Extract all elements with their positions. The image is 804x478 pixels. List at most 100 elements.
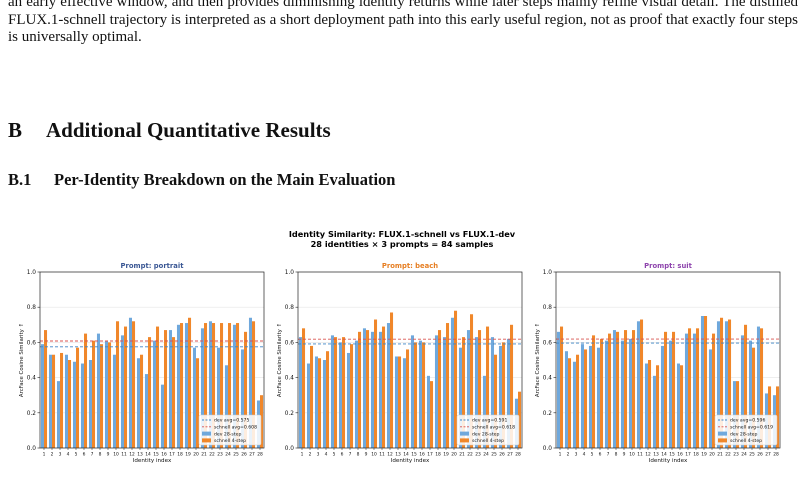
x-tick-label: 11: [121, 452, 127, 458]
bar-schnell-25: [494, 354, 498, 448]
bar-schnell-4: [584, 349, 588, 448]
bar-dev-23: [474, 337, 478, 448]
bar-dev-11: [378, 331, 382, 448]
bar-dev-16: [418, 340, 422, 448]
bar-dev-3: [56, 381, 60, 448]
bar-schnell-10: [116, 321, 120, 448]
bar-schnell-28: [260, 395, 264, 448]
bar-dev-24: [740, 335, 744, 448]
legend-label: dev 28-step: [472, 431, 499, 437]
x-tick-label: 28: [257, 452, 263, 458]
bar-dev-9: [620, 340, 624, 448]
bar-schnell-5: [592, 335, 596, 448]
legend-box: [456, 414, 520, 446]
bar-dev-27: [248, 317, 252, 448]
x-tick-label: 19: [185, 452, 191, 458]
bar-schnell-1: [302, 328, 306, 448]
bar-dev-20: [450, 317, 454, 448]
bar-schnell-12: [648, 360, 652, 448]
bar-schnell-14: [148, 337, 152, 448]
body-paragraph: an early effective window, and then prov…: [8, 0, 798, 46]
y-tick-label: 0.0: [27, 446, 37, 452]
bar-dev-3: [314, 356, 318, 448]
x-tick-label: 27: [507, 452, 513, 458]
y-tick-label: 0.2: [285, 411, 295, 417]
x-tick-label: 25: [749, 452, 755, 458]
bar-schnell-18: [696, 328, 700, 448]
bar-schnell-1: [560, 326, 564, 448]
bar-dev-2: [48, 354, 52, 448]
x-tick-label: 5: [333, 452, 336, 458]
bar-dev-18: [176, 324, 180, 448]
bar-schnell-13: [398, 356, 402, 448]
bar-dev-3: [572, 361, 576, 448]
y-tick-label: 0.2: [543, 411, 553, 417]
y-tick-label: 0.6: [27, 340, 37, 346]
bar-dev-8: [96, 333, 100, 448]
axes-frame: [555, 271, 781, 449]
bar-schnell-22: [470, 314, 474, 448]
bar-dev-11: [636, 321, 640, 448]
x-tick-label: 9: [623, 452, 626, 458]
bar-dev-1: [298, 337, 302, 448]
subsection-number: B.1: [8, 170, 32, 189]
bar-schnell-5: [334, 337, 338, 448]
bar-dev-15: [410, 335, 414, 448]
bar-dev-12: [386, 323, 390, 448]
x-tick-label: 24: [483, 452, 489, 458]
subsection-heading: B.1 Per-Identity Breakdown on the Main Ev…: [8, 170, 395, 190]
x-tick-label: 10: [113, 452, 119, 458]
bar-schnell-23: [736, 381, 740, 448]
x-tick-label: 3: [575, 452, 578, 458]
x-tick-label: 16: [677, 452, 683, 458]
x-tick-label: 18: [693, 452, 699, 458]
bar-dev-8: [354, 340, 358, 448]
bar-schnell-17: [688, 328, 692, 448]
section-number: B: [8, 118, 23, 142]
x-tick-label: 15: [153, 452, 159, 458]
bar-dev-18: [692, 333, 696, 448]
bar-dev-6: [596, 347, 600, 448]
legend-label: schnell avg=0.618: [472, 425, 515, 431]
bar-schnell-11: [124, 326, 128, 448]
bar-schnell-27: [252, 321, 256, 448]
x-tick-label: 7: [349, 452, 352, 458]
x-tick-label: 24: [225, 452, 231, 458]
bar-dev-12: [128, 317, 132, 448]
bar-dev-7: [346, 352, 350, 448]
x-tick-label: 27: [249, 452, 255, 458]
bar-schnell-18: [180, 323, 184, 448]
bar-dev-16: [160, 384, 164, 448]
bar-schnell-2: [52, 354, 56, 448]
x-tick-label: 22: [467, 452, 473, 458]
bar-dev-13: [394, 356, 398, 448]
bar-dev-21: [716, 321, 720, 448]
bar-schnell-25: [752, 347, 756, 448]
bar-dev-20: [192, 347, 196, 448]
x-tick-label: 27: [765, 452, 771, 458]
bar-chart-panels: 0.00.20.40.60.81.01 2 3 4 5 6 7 8 9 10 11 12 13 14 15 1…: [19, 262, 781, 464]
y-tick-label: 1.0: [543, 270, 553, 276]
bar-dev-5: [330, 335, 334, 448]
axes-frame: [39, 271, 265, 449]
bar-schnell-23: [478, 330, 482, 448]
legend-label: dev avg=0.596: [730, 418, 765, 424]
bar-dev-19: [700, 316, 704, 448]
x-tick-label: 2: [51, 452, 54, 458]
subsection-title: Per-Identity Breakdown on the Main Evalu…: [54, 170, 396, 189]
x-tick-label: 6: [341, 452, 344, 458]
bar-dev-12: [644, 363, 648, 448]
x-tick-label: 18: [435, 452, 441, 458]
x-tick-label: 25: [491, 452, 497, 458]
bar-dev-7: [604, 340, 608, 448]
x-tick-label: 8: [99, 452, 102, 458]
x-tick-label: 11: [637, 452, 643, 458]
x-tick-label: 15: [669, 452, 675, 458]
y-tick-label: 0.6: [285, 340, 295, 346]
x-tick-label: 14: [145, 452, 151, 458]
x-tick-label: 20: [451, 452, 457, 458]
bar-dev-4: [64, 354, 68, 448]
bar-schnell-16: [422, 342, 426, 448]
bar-schnell-26: [760, 328, 764, 448]
bar-dev-4: [322, 360, 326, 448]
